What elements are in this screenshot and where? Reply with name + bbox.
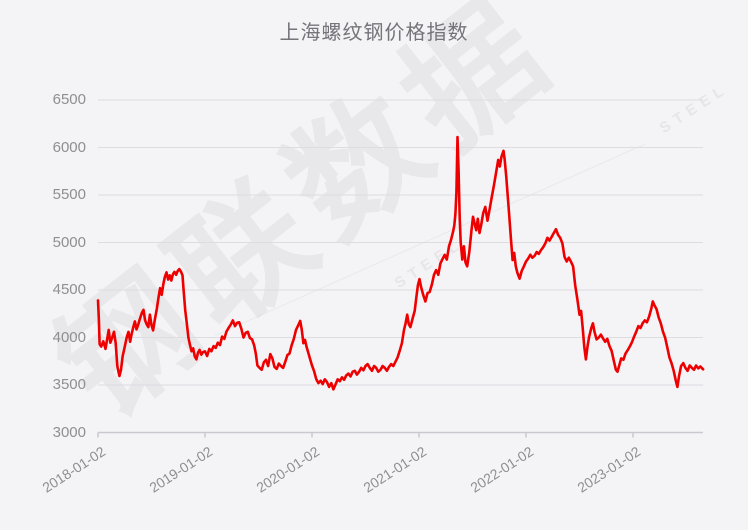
y-axis-label: 6500	[52, 91, 86, 108]
y-axis-label: 4000	[52, 328, 86, 346]
y-axis-label: 4500	[52, 281, 86, 298]
y-axis-label: 6000	[52, 138, 86, 156]
price-line	[96, 135, 705, 391]
y-axis-label: 3500	[52, 376, 86, 393]
y-axis-label: 5000	[52, 233, 86, 251]
y-axis-label: 5500	[52, 186, 86, 203]
y-axis-label: 3000	[52, 423, 86, 441]
chart-title: 上海螺纹钢价格指数	[279, 22, 469, 44]
